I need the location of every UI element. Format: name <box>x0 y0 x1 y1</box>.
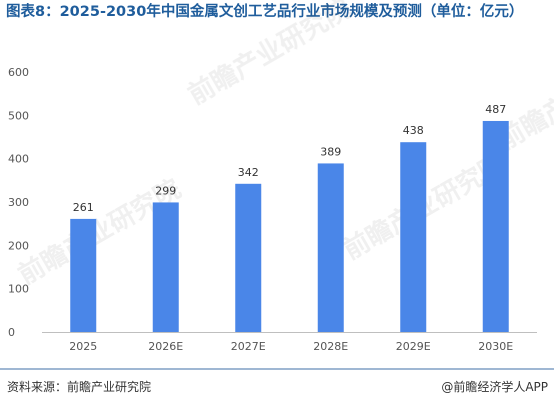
data-label-2030E: 487 <box>485 103 506 116</box>
source-text: 资料来源：前瞻产业研究院 <box>7 380 152 394</box>
x-tick-label-2027E: 2027E <box>231 340 266 353</box>
data-label-2029E: 438 <box>403 124 424 137</box>
bar-2029E <box>400 142 427 332</box>
y-tick-label-3: 300 <box>8 196 29 209</box>
credit-text: @前瞻经济学人APP <box>441 380 548 394</box>
chart-title: 图表8：2025-2030年中国金属文创工艺品行业市场规模及预测（单位：亿元） <box>6 4 524 20</box>
watermark-text-0: 前瞻产业研究院 <box>183 0 356 111</box>
bar-2027E <box>235 183 262 332</box>
data-label-2028E: 389 <box>320 145 341 158</box>
y-tick-label-5: 500 <box>8 109 29 122</box>
x-tick-label-2025: 2025 <box>69 340 97 353</box>
data-label-2025: 261 <box>73 201 94 214</box>
y-tick-label-6: 600 <box>8 66 29 79</box>
y-tick-label-1: 100 <box>8 283 29 296</box>
x-tick-label-2026E: 2026E <box>148 340 183 353</box>
y-tick-label-2: 200 <box>8 239 29 252</box>
bars: 261 299 342 389 438 487 <box>70 103 509 332</box>
data-label-2027E: 342 <box>238 166 259 179</box>
bar-2025 <box>70 218 97 332</box>
bar-2028E <box>317 163 344 332</box>
y-tick-label-4: 400 <box>8 153 29 166</box>
bar-2026E <box>152 202 179 332</box>
data-label-2026E: 299 <box>155 184 176 197</box>
footer: 资料来源：前瞻产业研究院 @前瞻经济学人APP <box>0 368 554 405</box>
x-tick-label-2029E: 2029E <box>396 340 431 353</box>
x-tick-label-2030E: 2030E <box>478 340 513 353</box>
x-tick-label-2028E: 2028E <box>313 340 348 353</box>
bar-chart: 前瞻产业研究院前瞻产业研究院前瞻产业研究院前瞻产业研究院 01002003004… <box>8 0 554 353</box>
y-axis: 0 100 200 300 400 500 600 <box>8 66 29 339</box>
x-axis: 2025 2026E 2027E 2028E 2029E 2030E <box>42 332 537 353</box>
y-tick-label-0: 0 <box>8 326 15 339</box>
bar-2030E <box>482 120 509 332</box>
